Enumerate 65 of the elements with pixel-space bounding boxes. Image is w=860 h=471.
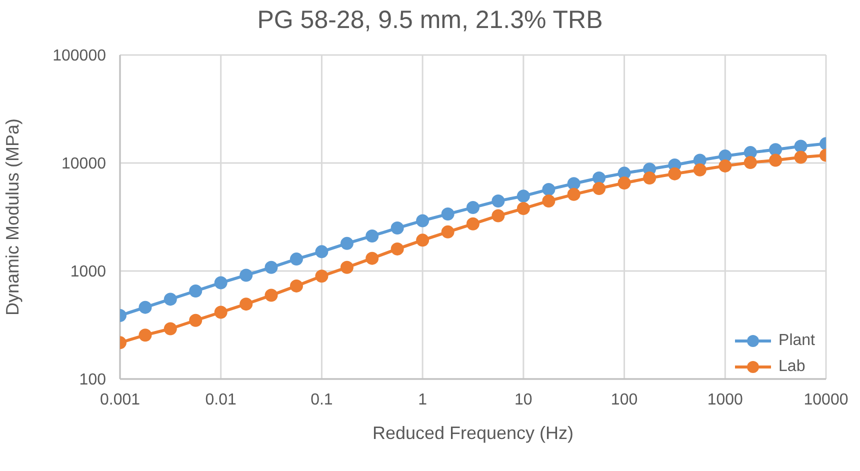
point: [718, 159, 732, 172]
y-tick-label: 1000: [70, 264, 106, 281]
point: [592, 182, 606, 195]
point: [290, 279, 303, 292]
point: [693, 163, 706, 176]
legend-label: Lab: [778, 358, 806, 376]
point: [441, 225, 454, 238]
x-tick-label: 1000: [707, 391, 744, 408]
point: [466, 201, 480, 214]
point: [240, 268, 253, 282]
point: [214, 306, 228, 319]
point: [744, 156, 757, 170]
point: [138, 300, 152, 314]
x-tick-label: 0.1: [310, 391, 333, 408]
y-tick-label: 100000: [52, 48, 106, 65]
point: [138, 328, 152, 342]
point: [492, 209, 505, 222]
x-tick-label: 100: [610, 391, 638, 408]
point: [492, 194, 505, 208]
point: [466, 217, 480, 230]
point: [567, 188, 580, 201]
point: [164, 292, 177, 306]
x-axis-title: Reduced Frequency (Hz): [372, 423, 574, 443]
point: [542, 194, 556, 208]
x-tick-label: 0.001: [100, 391, 140, 408]
y-axis-title: Dynamic Modulus (MPa): [2, 118, 22, 316]
point: [189, 314, 202, 327]
point: [390, 222, 404, 235]
point: [416, 234, 430, 247]
point: [794, 150, 808, 164]
point: [794, 140, 808, 153]
point: [618, 176, 631, 190]
point: [164, 322, 177, 336]
point: [214, 276, 228, 290]
point: [668, 167, 682, 180]
point: [769, 143, 782, 156]
point: [592, 172, 606, 185]
point: [290, 252, 303, 266]
point: [441, 208, 454, 221]
point: [340, 260, 354, 274]
x-tick-label: 10000: [804, 391, 848, 408]
point: [643, 172, 656, 185]
point: [264, 288, 278, 302]
point: [516, 190, 530, 203]
x-tick-label: 1: [418, 391, 428, 408]
point: [315, 245, 328, 258]
point: [366, 229, 379, 242]
point: [416, 214, 430, 228]
chart-title: PG 58-28, 9.5 mm, 21.3% TRB: [256, 6, 604, 35]
x-tick-label: 0.01: [205, 391, 237, 408]
point: [769, 154, 782, 167]
point: [567, 177, 580, 190]
y-tick-label: 100: [79, 372, 106, 389]
point: [542, 182, 556, 196]
y-tick-label: 10000: [62, 156, 106, 173]
point: [189, 284, 202, 298]
point: [315, 270, 328, 283]
x-tick-label: 10: [514, 391, 532, 408]
point: [240, 298, 253, 311]
point: [366, 252, 379, 265]
point: [516, 202, 530, 216]
legend-label: Plant: [778, 332, 815, 350]
point: [390, 242, 404, 256]
point: [340, 236, 354, 250]
point: [264, 260, 278, 274]
